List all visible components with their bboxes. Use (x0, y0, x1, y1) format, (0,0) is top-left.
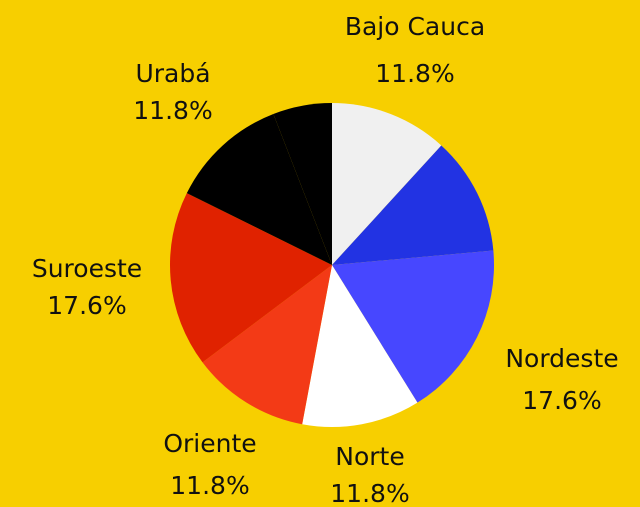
pie-slice (186, 113, 332, 265)
slice-value-label: 11.8% (330, 479, 409, 507)
slice-label: Suroeste (32, 254, 142, 283)
slice-value-label: 17.6% (522, 386, 601, 415)
pie-slice (169, 193, 332, 363)
slice-value-label: 11.8% (375, 59, 454, 88)
pie-slice (302, 265, 418, 427)
slice-label: Bajo Cauca (345, 12, 485, 41)
pie-slice (332, 103, 442, 265)
pie-slice (202, 265, 332, 425)
slice-label: Oriente (163, 429, 256, 458)
slice-label: Urabá (135, 59, 210, 88)
pie-slice (332, 145, 494, 265)
slice-label: Nordeste (505, 344, 618, 373)
pie-slice (273, 103, 332, 265)
slice-value-label: 11.8% (133, 96, 212, 125)
slice-value-label: 17.6% (47, 291, 126, 320)
slice-label: Norte (335, 442, 404, 471)
slice-value-label: 11.8% (170, 471, 249, 500)
pie-slice (332, 250, 494, 403)
